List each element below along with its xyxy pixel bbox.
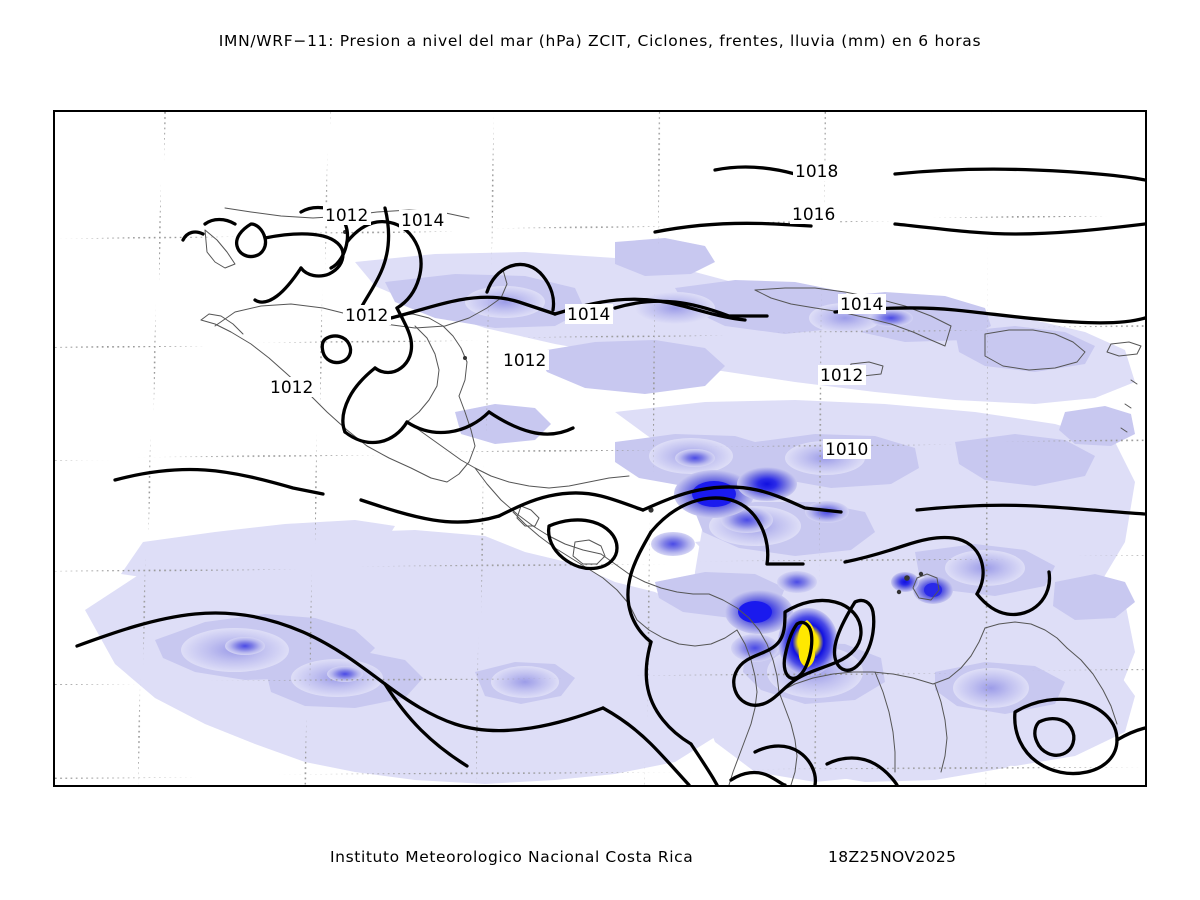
isobar-east-tail (1115, 726, 1145, 742)
isobar-1012-top2 (345, 219, 423, 310)
isobar-label: 1014 (399, 210, 447, 231)
isobar-1012-car (915, 503, 1145, 516)
isobar-label: 1012 (343, 305, 391, 326)
isobar-closed-cr (546, 518, 619, 571)
isobar-label-text: 1018 (795, 162, 838, 182)
map-plot-area: 1012 1014 1018 1016 1012 1014 (53, 110, 1147, 787)
isobar-1012-lower (343, 420, 409, 445)
isobar-1012-ca (497, 491, 645, 518)
isobar-label: 1014 (565, 304, 613, 325)
isobar-label-layer: 1012 1014 1018 1016 1012 1014 (268, 161, 886, 460)
isobar-closed-ven1 (832, 598, 876, 672)
isobar-label: 1012 (268, 377, 316, 398)
isobar-1010-w (626, 530, 653, 644)
footer-valid-timestamp: 18Z25NOV2025 (828, 848, 957, 866)
isobar-label-text: 1012 (325, 206, 368, 226)
isobar-1010 (649, 496, 805, 566)
isobar-1012-sw (405, 410, 491, 435)
isobar-1016 (653, 221, 1145, 236)
isobar-label: 1012 (818, 365, 866, 386)
isobar-label-text: 1016 (792, 205, 835, 225)
isobar-label: 1014 (838, 294, 886, 315)
isobar-label-text: 1012 (820, 366, 863, 386)
isobar-1012-ca2 (641, 485, 843, 514)
isobar-bottom-loop1 (753, 744, 818, 785)
isobar-1012-mex (234, 222, 268, 259)
isobar-ul-2 (181, 230, 205, 242)
isobar-1012-mexb (253, 266, 303, 304)
isobar-closed-colombia (732, 598, 863, 707)
isobar-sw-sweep2 (601, 706, 691, 785)
isobar-bottom-loop3 (729, 770, 787, 785)
isobar-ul-1 (203, 217, 237, 226)
isobar-label-text: 1014 (401, 211, 444, 231)
page-title: IMN/WRF−11: Presion a nivel del mar (hPa… (218, 32, 982, 50)
island-marks (343, 230, 924, 595)
isobar-1012-loop (320, 334, 353, 365)
lat-lon-gridlines (55, 112, 1145, 785)
isobar-1010c (975, 570, 1052, 617)
isobar-1012-pac (113, 467, 325, 496)
isobar-label: 1012 (501, 350, 549, 371)
isobar-label-text: 1014 (567, 305, 610, 325)
isobar-label: 1010 (823, 439, 871, 460)
isobar-1010-w2 (644, 640, 693, 746)
isobar-east-small (1033, 716, 1076, 757)
isobar-label-text: 1014 (840, 295, 883, 315)
isobar-label-text: 1012 (503, 351, 546, 371)
isobar-1012-pac2 (359, 498, 501, 524)
isobar-closed-east (1013, 697, 1119, 776)
isobar-1012-midb (341, 366, 377, 434)
isobar-label: 1012 (323, 205, 371, 226)
isobar-1012-mid (373, 306, 414, 375)
isobar-label: 1018 (793, 161, 841, 182)
footer-institute-name: Instituto Meteorologico Nacional Costa R… (330, 848, 694, 866)
isobar-label: 1016 (790, 204, 838, 225)
isobar-bottom-loop2 (825, 756, 899, 785)
isobar-1010b (843, 535, 985, 596)
map-canvas: 1012 1014 1018 1016 1012 1014 (55, 112, 1145, 785)
isobar-sw-sweep (75, 611, 605, 733)
isobar-label-text: 1012 (270, 378, 313, 398)
isobar-1010-w3 (689, 742, 719, 785)
isobar-1012-sw2 (487, 410, 575, 436)
isobar-label-text: 1012 (345, 306, 388, 326)
isobar-1014-car (613, 299, 1145, 325)
isobar-1014-gt (485, 262, 556, 312)
isobar-sw-sweep3 (383, 682, 469, 768)
isobar-closed-ven2 (782, 620, 814, 681)
isobar-label-text: 1010 (825, 440, 868, 460)
